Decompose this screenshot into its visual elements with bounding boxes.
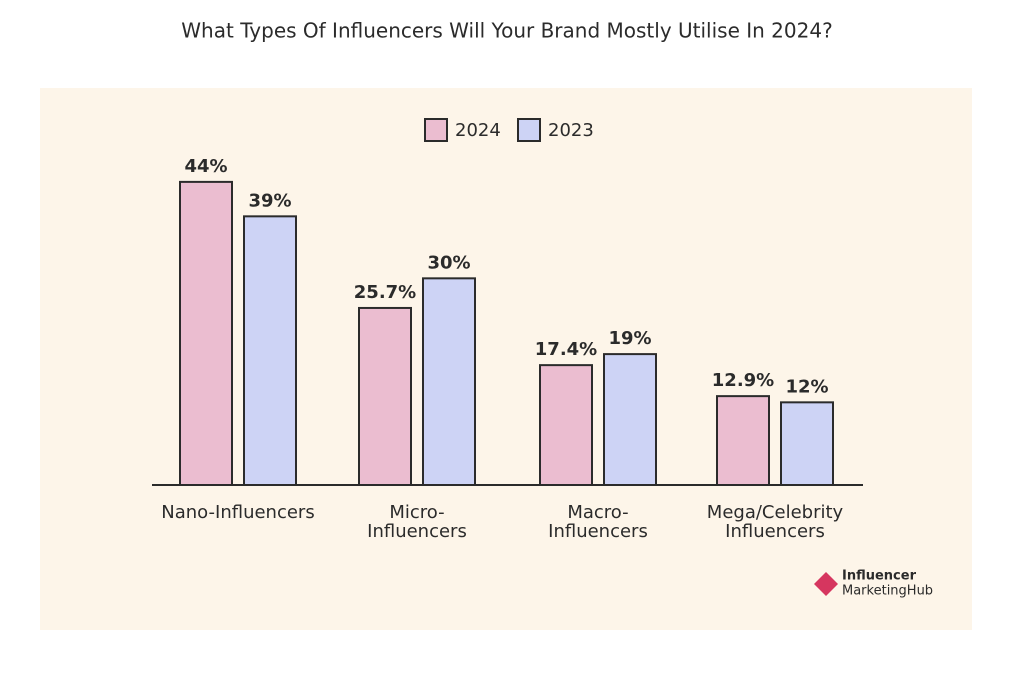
bar [358,306,412,487]
bar [243,215,297,486]
bar [780,401,834,487]
logo-bottom: MarketingHub [842,584,933,599]
x-tick-label: Macro-Influencers [548,502,648,542]
x-tick-label: Nano-Influencers [161,502,314,523]
value-label: 17.4% [535,339,597,360]
bar [603,353,657,486]
legend-swatch [517,118,541,142]
value-label: 44% [184,156,227,177]
logo: Influencer MarketingHub [814,569,933,599]
bar [716,395,770,486]
bar [539,364,593,486]
value-label: 12.9% [712,370,774,391]
value-label: 12% [785,376,828,397]
value-label: 39% [248,190,291,211]
bar [422,277,476,487]
value-label: 30% [427,252,470,273]
legend-label: 2023 [548,120,594,141]
legend-swatch [424,118,448,142]
chart-title: What Types Of Influencers Will Your Bran… [181,19,832,43]
value-label: 19% [608,328,651,349]
legend-label: 2024 [455,120,501,141]
x-tick-label: Micro-Influencers [367,502,467,542]
logo-icon [814,572,838,596]
logo-top: Influencer [842,569,917,584]
bar [179,180,233,486]
value-label: 25.7% [354,282,416,303]
x-tick-label: Mega/Celebrity Influencers [707,502,844,542]
